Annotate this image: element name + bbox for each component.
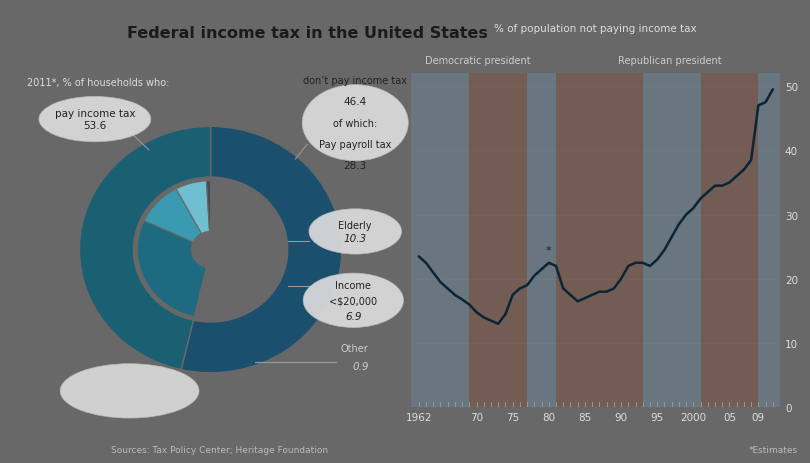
Text: of which:: of which: <box>333 119 377 128</box>
Text: Elderly: Elderly <box>339 221 372 231</box>
Ellipse shape <box>309 209 402 255</box>
Bar <box>411 74 469 407</box>
Text: 53.6: 53.6 <box>83 121 106 131</box>
Text: 2011*, % of households who:: 2011*, % of households who: <box>28 78 170 88</box>
Text: 46.4: 46.4 <box>343 97 367 107</box>
Wedge shape <box>144 189 202 243</box>
Ellipse shape <box>39 97 151 143</box>
Text: 6.9: 6.9 <box>345 311 361 321</box>
Text: % of population not paying income tax: % of population not paying income tax <box>494 24 697 34</box>
Bar <box>642 74 701 407</box>
Wedge shape <box>207 181 211 232</box>
Wedge shape <box>176 181 210 234</box>
Wedge shape <box>79 127 211 370</box>
Bar <box>758 74 780 407</box>
Bar <box>556 74 642 407</box>
Text: Republican president: Republican president <box>618 56 721 66</box>
Wedge shape <box>181 127 342 373</box>
Text: *: * <box>546 245 552 256</box>
Ellipse shape <box>60 364 199 418</box>
Bar <box>527 74 556 407</box>
Text: Sources: Tax Policy Center; Heritage Foundation: Sources: Tax Policy Center; Heritage Fou… <box>111 445 328 454</box>
Text: Income: Income <box>335 281 371 290</box>
Text: 28.3: 28.3 <box>343 161 367 171</box>
Ellipse shape <box>303 274 403 328</box>
Bar <box>469 74 527 407</box>
Text: 0.9: 0.9 <box>352 361 369 371</box>
Text: Other: Other <box>341 343 369 353</box>
Text: Federal income tax in the United States: Federal income tax in the United States <box>126 26 488 41</box>
Text: Pay payroll tax: Pay payroll tax <box>319 140 391 150</box>
Text: don’t pay income tax: don’t pay income tax <box>303 76 407 86</box>
Text: Democratic president: Democratic president <box>425 56 531 66</box>
Text: pay income tax: pay income tax <box>54 108 135 119</box>
Bar <box>701 74 758 407</box>
Ellipse shape <box>302 86 408 162</box>
Wedge shape <box>138 221 207 317</box>
Text: <$20,000: <$20,000 <box>329 296 377 306</box>
Text: 10.3: 10.3 <box>343 233 367 243</box>
Text: *Estimates: *Estimates <box>748 445 798 454</box>
